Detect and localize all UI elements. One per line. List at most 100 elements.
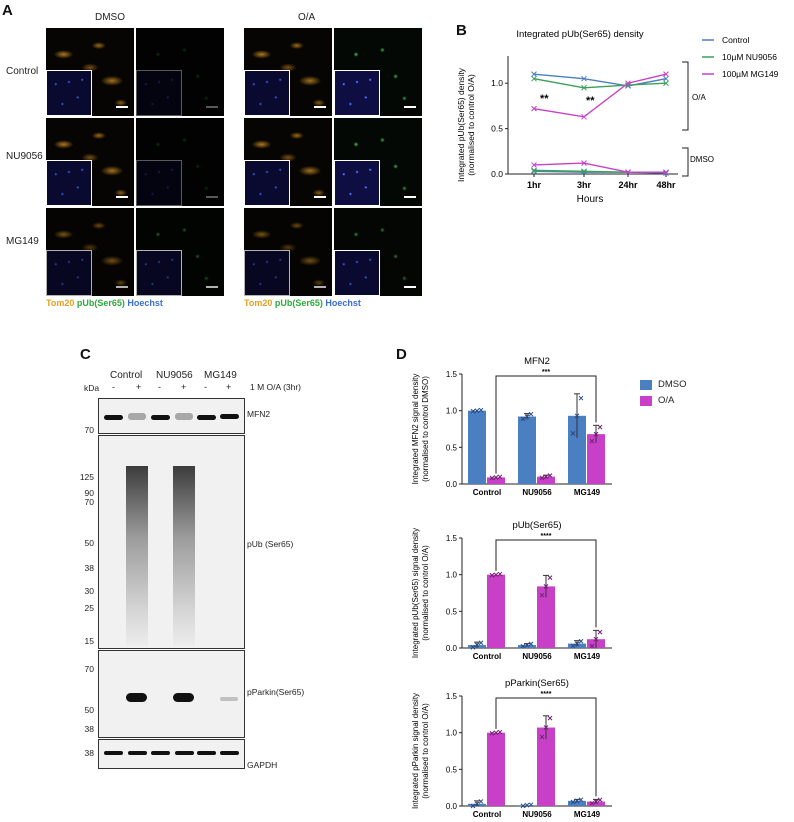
y-tick-label: 1.5: [446, 692, 458, 701]
data-point: [520, 643, 526, 649]
lane-sign-3: -: [158, 382, 161, 392]
legend-swatch-oa: [640, 396, 652, 406]
mw-marker: 70: [84, 664, 94, 674]
scale-bar: [206, 286, 218, 288]
x-ticks: 1hr 3hr 24hr 48hr: [527, 174, 676, 190]
group-label-nu9056: NU9056: [156, 370, 193, 381]
legend-pub: pUb(Ser65): [274, 298, 323, 308]
scale-bar: [116, 196, 128, 198]
hoechst-inset: [334, 160, 380, 206]
blot-band: [197, 751, 216, 755]
x-tick-label: NU9056: [522, 810, 552, 819]
data-point: [663, 75, 669, 82]
data-point: [497, 729, 503, 735]
y-tick-label: 0.0: [491, 169, 503, 179]
data-point: [489, 572, 495, 578]
blot-smear: [126, 466, 148, 646]
legend-control: Control: [722, 35, 750, 45]
chart-title: Integrated pUb(Ser65) density: [516, 29, 644, 40]
legend-swatch-dmso: [640, 380, 652, 390]
scale-bar: [314, 106, 326, 108]
y-tick-label: 1.0: [491, 78, 503, 88]
group-label-control: Control: [110, 370, 143, 381]
blot-band: [151, 751, 170, 755]
dmso-bracket: [682, 147, 689, 177]
blot-band: [128, 751, 147, 755]
data-point: [570, 643, 576, 649]
chart-title: MFN2: [524, 356, 550, 367]
data-point: [663, 170, 669, 176]
y-axis-label-line1: Integrated pUb(Ser65) signal density: [411, 528, 420, 658]
data-point: [597, 797, 603, 803]
mw-marker: 90: [84, 488, 94, 498]
mw-marker: 38: [84, 724, 94, 734]
data-point: [531, 71, 537, 78]
data-point: [528, 641, 534, 647]
panel-a-letter: A: [2, 2, 13, 19]
data-point: [489, 475, 495, 481]
hoechst-inset: [244, 70, 290, 116]
y-tick-label: 0.0: [446, 802, 458, 811]
legend-nu9056: 10µM NU9056: [722, 52, 777, 62]
data-point: [578, 395, 584, 401]
scale-bar: [206, 106, 218, 108]
data-point: [547, 715, 553, 721]
scale-bar: [404, 286, 416, 288]
data-point: [543, 584, 549, 589]
lane-sign-5: -: [204, 382, 207, 392]
x-tick-label: 48hr: [656, 180, 676, 190]
blot-mfn2: [98, 398, 245, 434]
micrograph-oa-mg149-pub: [334, 208, 422, 296]
legend-hoechst: Hoechst: [325, 298, 361, 308]
y-tick-label: 1.5: [446, 370, 458, 379]
micrograph-oa-control-pub: [334, 28, 422, 116]
mw-marker: 50: [84, 538, 94, 548]
legend-tom20: Tom20: [244, 298, 273, 308]
hoechst-inset: [244, 250, 290, 296]
micrograph-oa-nu9056-pub: [334, 118, 422, 206]
significance-1hr: **: [540, 93, 549, 105]
data-point: [597, 424, 603, 430]
data-point: [547, 575, 553, 580]
micrograph-dmso-mg149-pub: [136, 208, 224, 296]
bar: [568, 800, 586, 806]
hoechst-inset: [334, 250, 380, 296]
mw-marker: 38: [84, 748, 94, 758]
x-tick-label: Control: [473, 810, 501, 819]
blot-band: [104, 415, 123, 420]
lane-sign-1: -: [112, 382, 115, 392]
data-point: [497, 474, 503, 480]
hoechst-inset: [46, 160, 92, 206]
bar-chart-pub: pUb(Ser65) Integrated pUb(Ser65) signal d…: [411, 520, 612, 661]
bar: [537, 476, 555, 484]
blot-band: [126, 693, 147, 702]
blot-band: [220, 697, 238, 701]
data-point: [520, 416, 526, 422]
scale-bar: [116, 286, 128, 288]
panel-c-letter: C: [80, 346, 91, 363]
blot-label-pub: pUb (Ser65): [247, 539, 294, 549]
hoechst-inset: [136, 70, 182, 116]
micrograph-dmso-control-merge: [46, 28, 134, 116]
data-point: [578, 638, 584, 644]
micrograph-oa-mg149-merge: [244, 208, 332, 296]
blot-band: [175, 751, 194, 755]
blot-band: [197, 415, 216, 420]
data-point: [531, 167, 537, 174]
hoechst-inset: [46, 250, 92, 296]
significance-bracket: [495, 697, 597, 797]
data-point: [531, 105, 537, 112]
lane-sign-2: +: [136, 382, 142, 392]
stain-legend-oa: Tom20 pUb(Ser65) Hoechst: [244, 298, 361, 308]
data-point: [574, 641, 580, 646]
data-point: [524, 642, 530, 648]
mw-marker: 15: [84, 636, 94, 646]
row-label-mg149: MG149: [6, 236, 39, 247]
legend-tom20: Tom20: [46, 298, 75, 308]
blot-band: [220, 751, 239, 755]
data-point: [570, 799, 576, 805]
legend-label-oa: O/A: [658, 395, 675, 406]
bar: [537, 727, 555, 806]
data-point: [470, 645, 476, 650]
blot-label-mfn2: MFN2: [247, 409, 271, 419]
